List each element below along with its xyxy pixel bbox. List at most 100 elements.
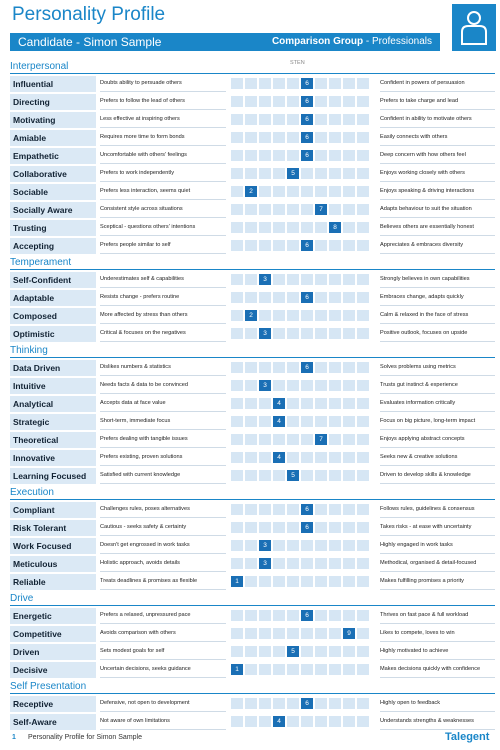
scale-box xyxy=(301,664,313,675)
scale-box xyxy=(273,204,285,215)
scale-box xyxy=(315,452,327,463)
scale-box xyxy=(329,540,341,551)
score-box xyxy=(287,646,299,657)
scale-box xyxy=(315,576,327,587)
scale-box xyxy=(329,664,341,675)
section-title: Self Presentation xyxy=(10,681,495,694)
scale-box xyxy=(315,222,327,233)
scale-box xyxy=(273,434,285,445)
scale-box xyxy=(315,310,327,321)
score-box xyxy=(343,628,355,639)
trait-name: Adaptable xyxy=(10,290,96,306)
scale-box xyxy=(259,168,271,179)
high-description: Highly engaged in work tasks xyxy=(380,538,495,554)
scale-box xyxy=(357,504,369,515)
high-description: Evaluates information critically xyxy=(380,396,495,412)
low-description: Doubts ability to persuade others xyxy=(100,76,226,92)
scale-box xyxy=(343,698,355,709)
score-value: 4 xyxy=(277,400,281,407)
logo: Talegent xyxy=(445,731,490,743)
scale-box xyxy=(231,310,243,321)
scale-box xyxy=(315,380,327,391)
trait-name: Socially Aware xyxy=(10,202,96,218)
scale-box xyxy=(259,610,271,621)
score-box xyxy=(301,96,313,107)
scale-box xyxy=(357,222,369,233)
scale-box xyxy=(357,132,369,143)
score-box xyxy=(245,186,257,197)
high-description: Solves problems using metrics xyxy=(380,360,495,376)
scale-box xyxy=(301,204,313,215)
scale-box xyxy=(343,240,355,251)
scale-box xyxy=(273,628,285,639)
scale-box xyxy=(357,522,369,533)
scale-box xyxy=(245,328,257,339)
scale-box xyxy=(329,186,341,197)
trait-name: Compliant xyxy=(10,502,96,518)
scale-box xyxy=(245,96,257,107)
scale-box xyxy=(357,452,369,463)
scale-box xyxy=(245,240,257,251)
scale-box xyxy=(343,470,355,481)
scale-box xyxy=(273,576,285,587)
trait-name: Learning Focused xyxy=(10,468,96,484)
score-box xyxy=(231,664,243,675)
scale-box xyxy=(273,380,285,391)
score-box xyxy=(273,716,285,727)
comparison: Comparison Group - Professionals xyxy=(272,36,432,47)
scale-box xyxy=(329,96,341,107)
scale-box xyxy=(231,470,243,481)
score-box xyxy=(301,522,313,533)
scale-box xyxy=(315,698,327,709)
trait-name: Reliable xyxy=(10,574,96,590)
score-box xyxy=(301,240,313,251)
page-number: 1 xyxy=(12,734,16,741)
scale-box xyxy=(329,78,341,89)
trait-name: Strategic xyxy=(10,414,96,430)
scale-box xyxy=(315,416,327,427)
scale-box xyxy=(357,664,369,675)
scale-box xyxy=(259,698,271,709)
scale-box xyxy=(273,522,285,533)
scale-box xyxy=(231,96,243,107)
scale-box xyxy=(343,504,355,515)
scale-box xyxy=(301,470,313,481)
low-description: Challenges rules, poses alternatives xyxy=(100,502,226,518)
score-value: 6 xyxy=(305,506,309,513)
scale-box xyxy=(231,628,243,639)
scale-box xyxy=(259,240,271,251)
scale-box xyxy=(245,628,257,639)
score-box xyxy=(245,310,257,321)
score-value: 6 xyxy=(305,612,309,619)
low-description: Prefers to follow the lead of others xyxy=(100,94,226,110)
score-box xyxy=(301,610,313,621)
score-box xyxy=(231,576,243,587)
comparison-value: - Professionals xyxy=(365,36,432,47)
scale-box xyxy=(301,416,313,427)
scale-box xyxy=(287,416,299,427)
low-description: Prefers existing, proven solutions xyxy=(100,450,226,466)
low-description: Holistic approach, avoids details xyxy=(100,556,226,572)
scale-box xyxy=(231,698,243,709)
scale-box xyxy=(343,150,355,161)
scale-box xyxy=(315,610,327,621)
scale-box xyxy=(231,328,243,339)
trait-name: Sociable xyxy=(10,184,96,200)
scale-box xyxy=(357,558,369,569)
scale-box xyxy=(287,664,299,675)
candidate: Candidate - Simon Sample xyxy=(18,35,162,49)
scale-box xyxy=(343,540,355,551)
scale-box xyxy=(231,114,243,125)
scale-box xyxy=(329,114,341,125)
scale-box xyxy=(259,452,271,463)
scale-box xyxy=(259,522,271,533)
scale-box xyxy=(231,558,243,569)
scale-box xyxy=(329,328,341,339)
scale-box xyxy=(287,628,299,639)
section-title: Interpersonal xyxy=(10,61,495,74)
score-value: 3 xyxy=(263,542,267,549)
scale-box xyxy=(273,470,285,481)
scale-box xyxy=(287,186,299,197)
scale-box xyxy=(231,434,243,445)
scale-box xyxy=(343,398,355,409)
